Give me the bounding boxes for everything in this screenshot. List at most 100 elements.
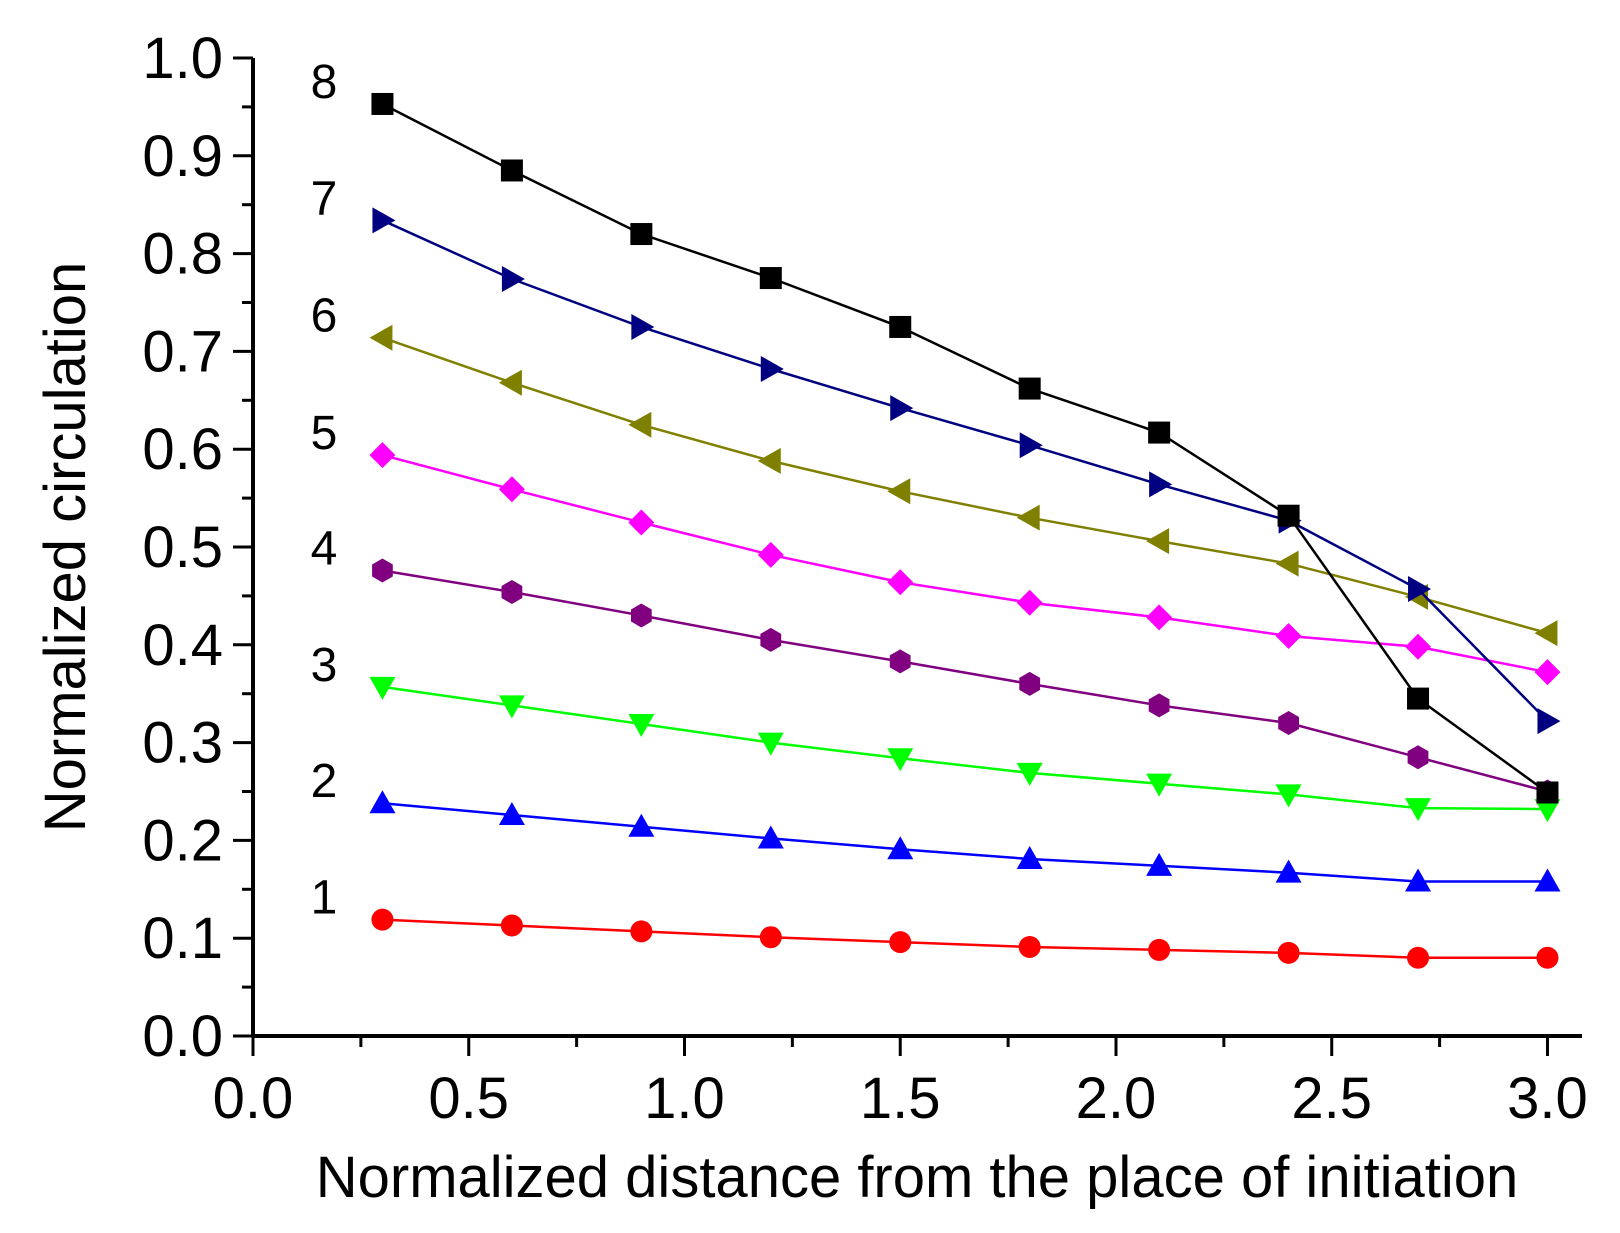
series-label-5: 5 (311, 407, 338, 460)
x-tick-label: 2.0 (1076, 1066, 1157, 1131)
data-point-triangle-down (887, 748, 914, 772)
ticks: 0.0 0.5 1.0 1.5 2.0 2.5 3.0 0.0 0.1 0.2 0.3 0.4 0.5 0… (142, 26, 1587, 1131)
data-point-triangle-up (1405, 868, 1432, 892)
data-point-triangle-right (1149, 471, 1173, 498)
data-point-square (1148, 421, 1171, 444)
data-point-triangle-up (369, 790, 396, 814)
data-point-diamond (757, 541, 784, 568)
series-line-5 (382, 453, 1548, 674)
data-point-circle (500, 914, 523, 937)
series-label-6: 6 (311, 290, 338, 343)
data-point-hexagon (1278, 711, 1299, 735)
series-label-4: 4 (311, 522, 338, 575)
y-tick-label: 0.4 (142, 613, 223, 678)
data-point-circle (630, 920, 653, 943)
data-point-hexagon (760, 627, 782, 652)
data-point-triangle-left (1016, 504, 1040, 531)
data-point-square (500, 159, 523, 182)
y-tick-label: 0.2 (142, 808, 223, 873)
data-point-diamond (887, 569, 914, 596)
x-tick-label: 1.5 (860, 1066, 941, 1131)
data-point-triangle-down (1146, 773, 1173, 797)
data-point-triangle-up (628, 813, 655, 837)
data-point-square (1536, 781, 1559, 804)
data-point-triangle-down (369, 676, 396, 700)
data-point-triangle-up (1016, 845, 1043, 869)
series-1: 1 (311, 872, 1559, 969)
data-point-triangle-left (887, 478, 911, 505)
data-point-triangle-left (1275, 550, 1299, 577)
y-tick-label: 0.6 (142, 417, 223, 482)
data-point-triangle-up (757, 825, 784, 849)
data-point-triangle-down (498, 695, 525, 719)
y-tick-label: 0.8 (142, 222, 223, 287)
series-line-4 (382, 569, 1548, 793)
data-point-triangle-down (1405, 798, 1432, 822)
data-point-triangle-up (1534, 868, 1561, 892)
data-point-square (759, 267, 782, 290)
data-point-triangle-right (1019, 432, 1043, 459)
y-tick-label: 1.0 (142, 26, 223, 91)
series-line-2 (382, 801, 1548, 883)
data-point-diamond (498, 476, 525, 503)
data-point-hexagon (1407, 745, 1429, 770)
data-point-circle (1148, 938, 1171, 961)
y-tick-label: 0.1 (142, 906, 223, 971)
data-point-circle (1277, 941, 1300, 964)
series-label-8: 8 (311, 56, 338, 109)
data-point-triangle-right (760, 356, 784, 383)
data-point-circle (759, 926, 782, 949)
data-point-triangle-up (498, 801, 525, 825)
data-point-diamond (369, 442, 396, 469)
data-point-hexagon (889, 649, 911, 674)
series-label-3: 3 (311, 639, 338, 692)
series-line-6 (381, 336, 1548, 635)
data-point-triangle-up (887, 836, 914, 860)
data-point-square (630, 223, 653, 246)
data-point-square (1277, 504, 1300, 527)
series-8: 8 (311, 56, 1559, 804)
data-point-triangle-left (628, 411, 652, 438)
x-tick-label: 1.0 (644, 1066, 725, 1131)
data-point-diamond (628, 509, 655, 536)
data-point-triangle-up (1146, 852, 1173, 876)
data-point-triangle-left (757, 447, 781, 474)
data-point-triangle-down (628, 714, 655, 738)
y-tick-label: 0.3 (142, 711, 223, 776)
data-point-triangle-right (1537, 708, 1561, 735)
data-point-hexagon (631, 603, 652, 628)
series-label-7: 7 (311, 172, 338, 225)
series-line-8 (381, 102, 1549, 794)
data-point-triangle-left (1534, 620, 1558, 647)
x-axis-title: Normalized distance from the place of in… (316, 1145, 1518, 1210)
data-point-triangle-down (1534, 799, 1561, 823)
data-point-hexagon (501, 580, 523, 604)
series-6: 6 (311, 290, 1558, 647)
series-3: 3 (311, 639, 1561, 823)
data-point-hexagon (1019, 671, 1041, 696)
data-point-square (889, 315, 912, 338)
data-point-diamond (1016, 589, 1043, 616)
data-point-triangle-down (1275, 784, 1302, 808)
series-2: 2 (311, 755, 1561, 892)
series-label-1: 1 (311, 872, 338, 925)
data-point-triangle-up (1275, 859, 1302, 883)
data-point-hexagon (1148, 693, 1170, 718)
data-point-circle (1407, 946, 1430, 969)
data-point-triangle-down (1016, 762, 1043, 786)
data-point-diamond (1146, 604, 1173, 631)
data-point-square (371, 92, 394, 115)
data-point-diamond (1534, 659, 1561, 686)
y-tick-label: 0.5 (142, 515, 223, 580)
data-point-triangle-right (890, 395, 914, 422)
data-point-hexagon (372, 558, 393, 583)
series-line-7 (381, 219, 1549, 722)
x-tick-label: 2.5 (1291, 1066, 1372, 1131)
data-point-triangle-right (631, 313, 655, 340)
y-axis-title: Normalized circulation (33, 262, 98, 833)
data-point-diamond (1405, 633, 1432, 660)
data-point-diamond (1275, 622, 1302, 649)
data-point-circle (889, 931, 912, 954)
data-point-triangle-down (757, 732, 784, 756)
